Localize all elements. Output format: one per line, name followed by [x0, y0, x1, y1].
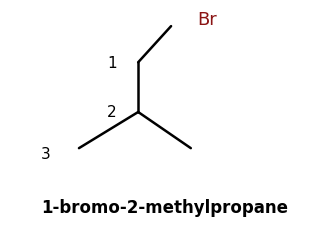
- Text: 1: 1: [107, 56, 117, 70]
- Text: 1-bromo-2-methylpropane: 1-bromo-2-methylpropane: [41, 198, 288, 216]
- Text: 2: 2: [107, 105, 117, 120]
- Text: Br: Br: [197, 11, 217, 29]
- Text: 3: 3: [41, 147, 51, 162]
